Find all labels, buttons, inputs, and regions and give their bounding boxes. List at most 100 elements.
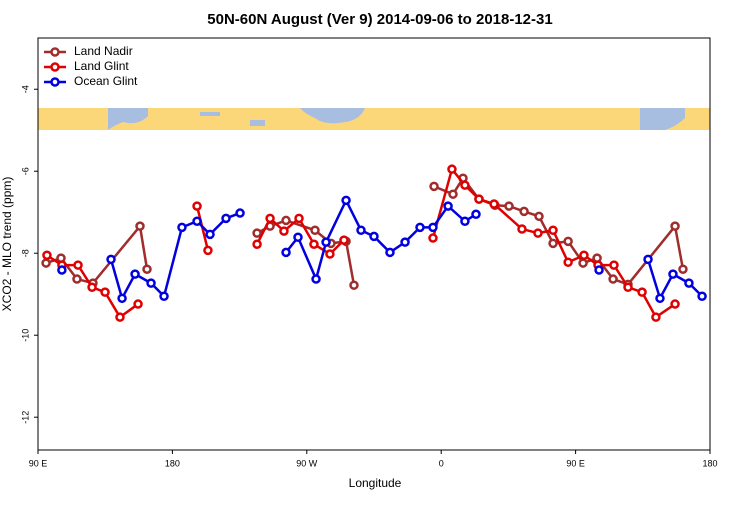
data-point (448, 189, 458, 199)
data-point (460, 216, 470, 226)
data-point (252, 228, 262, 238)
data-point (203, 245, 213, 256)
data-point (429, 181, 439, 192)
chart-title: 50N-60N August (Ver 9) 2014-09-06 to 201… (207, 11, 552, 28)
data-point (579, 250, 589, 261)
data-point (474, 194, 484, 204)
data-point (221, 213, 231, 224)
data-point (42, 250, 52, 261)
data-point (349, 280, 359, 290)
data-point (325, 249, 335, 259)
x-tick-label: 90 E (29, 458, 48, 468)
data-point (281, 215, 291, 226)
data-point (563, 236, 573, 247)
data-point (57, 265, 67, 275)
data-point (534, 211, 544, 222)
y-axis-label: XCO2 - MLO trend (ppm) (0, 177, 14, 312)
legend-marker (50, 62, 60, 72)
data-point (563, 257, 573, 267)
data-point (133, 299, 143, 309)
data-point (428, 222, 438, 233)
x-tick-label: 90 W (296, 458, 318, 468)
data-point (651, 312, 661, 322)
data-point (623, 282, 633, 292)
y-tick-label: -10 (20, 329, 30, 342)
data-point (146, 278, 156, 288)
data-point (447, 164, 457, 174)
data-point (192, 216, 202, 226)
y-tick-label: -8 (20, 249, 30, 257)
data-point (609, 260, 619, 270)
data-point (608, 274, 618, 284)
data-point (443, 201, 453, 211)
data-point (668, 269, 678, 279)
data-point (311, 274, 321, 284)
data-point (279, 226, 289, 236)
data-point (100, 287, 110, 297)
series-line (46, 166, 676, 319)
legend-marker (50, 77, 60, 87)
data-point (252, 239, 262, 249)
data-point (356, 225, 366, 236)
data-point (517, 224, 527, 234)
y-tick-label: -4 (20, 85, 30, 93)
data-point (309, 239, 319, 249)
data-point (643, 254, 653, 265)
data-point (72, 274, 82, 284)
data-point (41, 258, 51, 268)
data-point (504, 201, 514, 211)
data-point (678, 264, 688, 274)
x-tick-label: 180 (702, 458, 717, 468)
data-point (415, 222, 425, 233)
data-point (159, 291, 169, 302)
legend-label: Land Nadir (74, 44, 133, 58)
data-point (655, 293, 665, 304)
data-point (117, 293, 127, 304)
x-tick-label: 90 E (566, 458, 585, 468)
data-point (310, 225, 320, 236)
legend-marker (50, 47, 60, 57)
data-point (135, 221, 145, 231)
data-point (385, 247, 395, 258)
data-point (265, 213, 275, 224)
data-point (130, 269, 140, 279)
data-point (87, 282, 97, 292)
data-point (177, 222, 187, 233)
data-point (294, 213, 304, 224)
data-point (548, 238, 558, 249)
data-point (460, 180, 470, 190)
legend-label: Ocean Glint (74, 74, 138, 88)
data-point (106, 254, 116, 265)
data-point (670, 299, 680, 309)
y-tick-label: -6 (20, 167, 30, 175)
data-point (428, 233, 438, 243)
data-point (548, 225, 558, 236)
data-point (670, 221, 680, 231)
map-strip (38, 108, 710, 130)
data-point (400, 237, 410, 247)
data-point (637, 287, 647, 297)
x-tick-label: 0 (439, 458, 444, 468)
data-point (578, 258, 588, 268)
data-point (369, 231, 379, 242)
x-tick-label: 180 (165, 458, 180, 468)
legend-label: Land Glint (74, 59, 129, 73)
data-point (115, 312, 125, 322)
data-point (489, 199, 499, 209)
data-point (205, 229, 215, 240)
data-point (321, 237, 331, 247)
y-tick-label: -12 (20, 411, 30, 424)
data-point (339, 235, 349, 245)
data-point (73, 260, 83, 270)
data-point (235, 208, 245, 218)
data-point (594, 265, 604, 275)
data-point (293, 232, 303, 242)
data-point (471, 209, 481, 220)
data-point (192, 201, 202, 211)
data-point (697, 291, 707, 302)
x-axis-label: Longitude (349, 476, 402, 490)
plot-frame (37, 37, 711, 451)
data-point (519, 206, 529, 217)
data-point (533, 228, 543, 238)
